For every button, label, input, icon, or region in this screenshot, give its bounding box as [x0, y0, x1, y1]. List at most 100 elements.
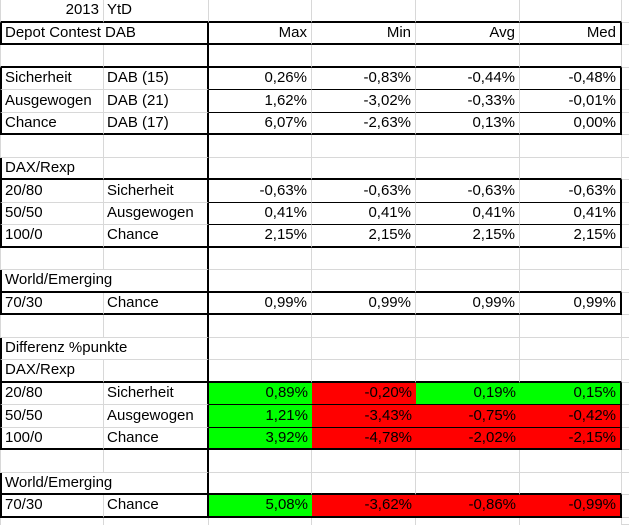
cell-A20[interactable]: 100/0	[0, 427, 104, 450]
cell-C15[interactable]	[209, 315, 312, 338]
cell-A23[interactable]: 70/30	[0, 495, 104, 518]
cell-C9[interactable]: -0,63%	[209, 180, 312, 203]
cell-C16[interactable]	[209, 337, 312, 360]
cell-B18[interactable]: Sicherheit	[104, 382, 209, 405]
cell-A12[interactable]	[0, 247, 104, 270]
cell-D16[interactable]	[312, 337, 416, 360]
cell-C6[interactable]: 6,07%	[209, 112, 312, 135]
cell-A15[interactable]	[0, 315, 104, 338]
cell-C5[interactable]: 1,62%	[209, 90, 312, 113]
cell-E11[interactable]: 2,15%	[416, 225, 520, 248]
cell-A22[interactable]: World/Emerging	[0, 472, 112, 495]
cell-C1[interactable]	[209, 0, 312, 23]
cell-F18[interactable]: 0,15%	[520, 382, 622, 405]
cell-A21[interactable]	[0, 450, 104, 473]
cell-B1[interactable]: YtD	[104, 0, 209, 23]
cell-C20[interactable]: 3,92%	[209, 427, 312, 450]
cell-F10[interactable]: 0,41%	[520, 202, 622, 225]
cell-F2[interactable]: Med	[520, 22, 622, 45]
cell-C18[interactable]: 0,89%	[209, 382, 312, 405]
cell-A2[interactable]: Depot Contest DAB	[0, 22, 136, 45]
cell-A14[interactable]: 70/30	[0, 292, 104, 315]
cell-B14[interactable]: Chance	[104, 292, 209, 315]
cell-C11[interactable]: 2,15%	[209, 225, 312, 248]
cell-D10[interactable]: 0,41%	[312, 202, 416, 225]
cell-A9[interactable]: 20/80	[0, 180, 104, 203]
cell-E21[interactable]	[416, 450, 520, 473]
cell-A8[interactable]: DAX/Rexp	[0, 157, 104, 180]
cell-A19[interactable]: 50/50	[0, 405, 104, 428]
cell-F22[interactable]	[520, 472, 622, 495]
cell-B5[interactable]: DAB (21)	[104, 90, 209, 113]
cell-B21[interactable]	[104, 450, 209, 473]
cell-C4[interactable]: 0,26%	[209, 67, 312, 90]
cell-D14[interactable]: 0,99%	[312, 292, 416, 315]
cell-E14[interactable]: 0,99%	[416, 292, 520, 315]
cell-B17[interactable]	[104, 360, 209, 383]
cell-E16[interactable]	[416, 337, 520, 360]
cell-F6[interactable]: 0,00%	[520, 112, 622, 135]
cell-D4[interactable]: -0,83%	[312, 67, 416, 90]
cell-E20[interactable]: -2,02%	[416, 427, 520, 450]
cell-A24[interactable]	[0, 517, 104, 525]
cell-E9[interactable]: -0,63%	[416, 180, 520, 203]
cell-C10[interactable]: 0,41%	[209, 202, 312, 225]
cell-D7[interactable]	[312, 135, 416, 158]
cell-C12[interactable]	[209, 247, 312, 270]
cell-E13[interactable]	[416, 270, 520, 293]
cell-B7[interactable]	[104, 135, 209, 158]
cell-C22[interactable]	[209, 472, 312, 495]
cell-F13[interactable]	[520, 270, 622, 293]
cell-E15[interactable]	[416, 315, 520, 338]
cell-F21[interactable]	[520, 450, 622, 473]
cell-E8[interactable]	[416, 157, 520, 180]
cell-C13[interactable]	[209, 270, 312, 293]
cell-F11[interactable]: 2,15%	[520, 225, 622, 248]
cell-C17[interactable]	[209, 360, 312, 383]
cell-E12[interactable]	[416, 247, 520, 270]
cell-D13[interactable]	[312, 270, 416, 293]
cell-E4[interactable]: -0,44%	[416, 67, 520, 90]
cell-B22[interactable]	[104, 472, 209, 495]
cell-D15[interactable]	[312, 315, 416, 338]
cell-B3[interactable]	[104, 45, 209, 68]
cell-B10[interactable]: Ausgewogen	[104, 202, 209, 225]
cell-F9[interactable]: -0,63%	[520, 180, 622, 203]
cell-E5[interactable]: -0,33%	[416, 90, 520, 113]
cell-F19[interactable]: -0,42%	[520, 405, 622, 428]
cell-F14[interactable]: 0,99%	[520, 292, 622, 315]
cell-B16[interactable]	[104, 337, 209, 360]
cell-B12[interactable]	[104, 247, 209, 270]
cell-A13[interactable]: World/Emerging	[0, 270, 112, 293]
cell-F17[interactable]	[520, 360, 622, 383]
cell-E2[interactable]: Avg	[416, 22, 520, 45]
cell-D2[interactable]: Min	[312, 22, 416, 45]
cell-C24[interactable]	[209, 517, 312, 525]
cell-D5[interactable]: -3,02%	[312, 90, 416, 113]
cell-B8[interactable]	[104, 157, 209, 180]
cell-B11[interactable]: Chance	[104, 225, 209, 248]
cell-A1[interactable]: 2013	[0, 0, 104, 23]
cell-C21[interactable]	[209, 450, 312, 473]
cell-C8[interactable]	[209, 157, 312, 180]
cell-A11[interactable]: 100/0	[0, 225, 104, 248]
cell-D18[interactable]: -0,20%	[312, 382, 416, 405]
cell-E22[interactable]	[416, 472, 520, 495]
cell-F12[interactable]	[520, 247, 622, 270]
cell-C19[interactable]: 1,21%	[209, 405, 312, 428]
cell-B13[interactable]	[104, 270, 209, 293]
cell-D1[interactable]	[312, 0, 416, 23]
cell-B20[interactable]: Chance	[104, 427, 209, 450]
cell-B24[interactable]	[104, 517, 209, 525]
cell-F15[interactable]	[520, 315, 622, 338]
cell-F1[interactable]	[520, 0, 622, 23]
cell-A6[interactable]: Chance	[0, 112, 104, 135]
cell-F24[interactable]	[520, 517, 622, 525]
cell-D17[interactable]	[312, 360, 416, 383]
cell-F3[interactable]	[520, 45, 622, 68]
cell-C23[interactable]: 5,08%	[209, 495, 312, 518]
cell-D8[interactable]	[312, 157, 416, 180]
cell-C7[interactable]	[209, 135, 312, 158]
cell-C3[interactable]	[209, 45, 312, 68]
cell-E23[interactable]: -0,86%	[416, 495, 520, 518]
